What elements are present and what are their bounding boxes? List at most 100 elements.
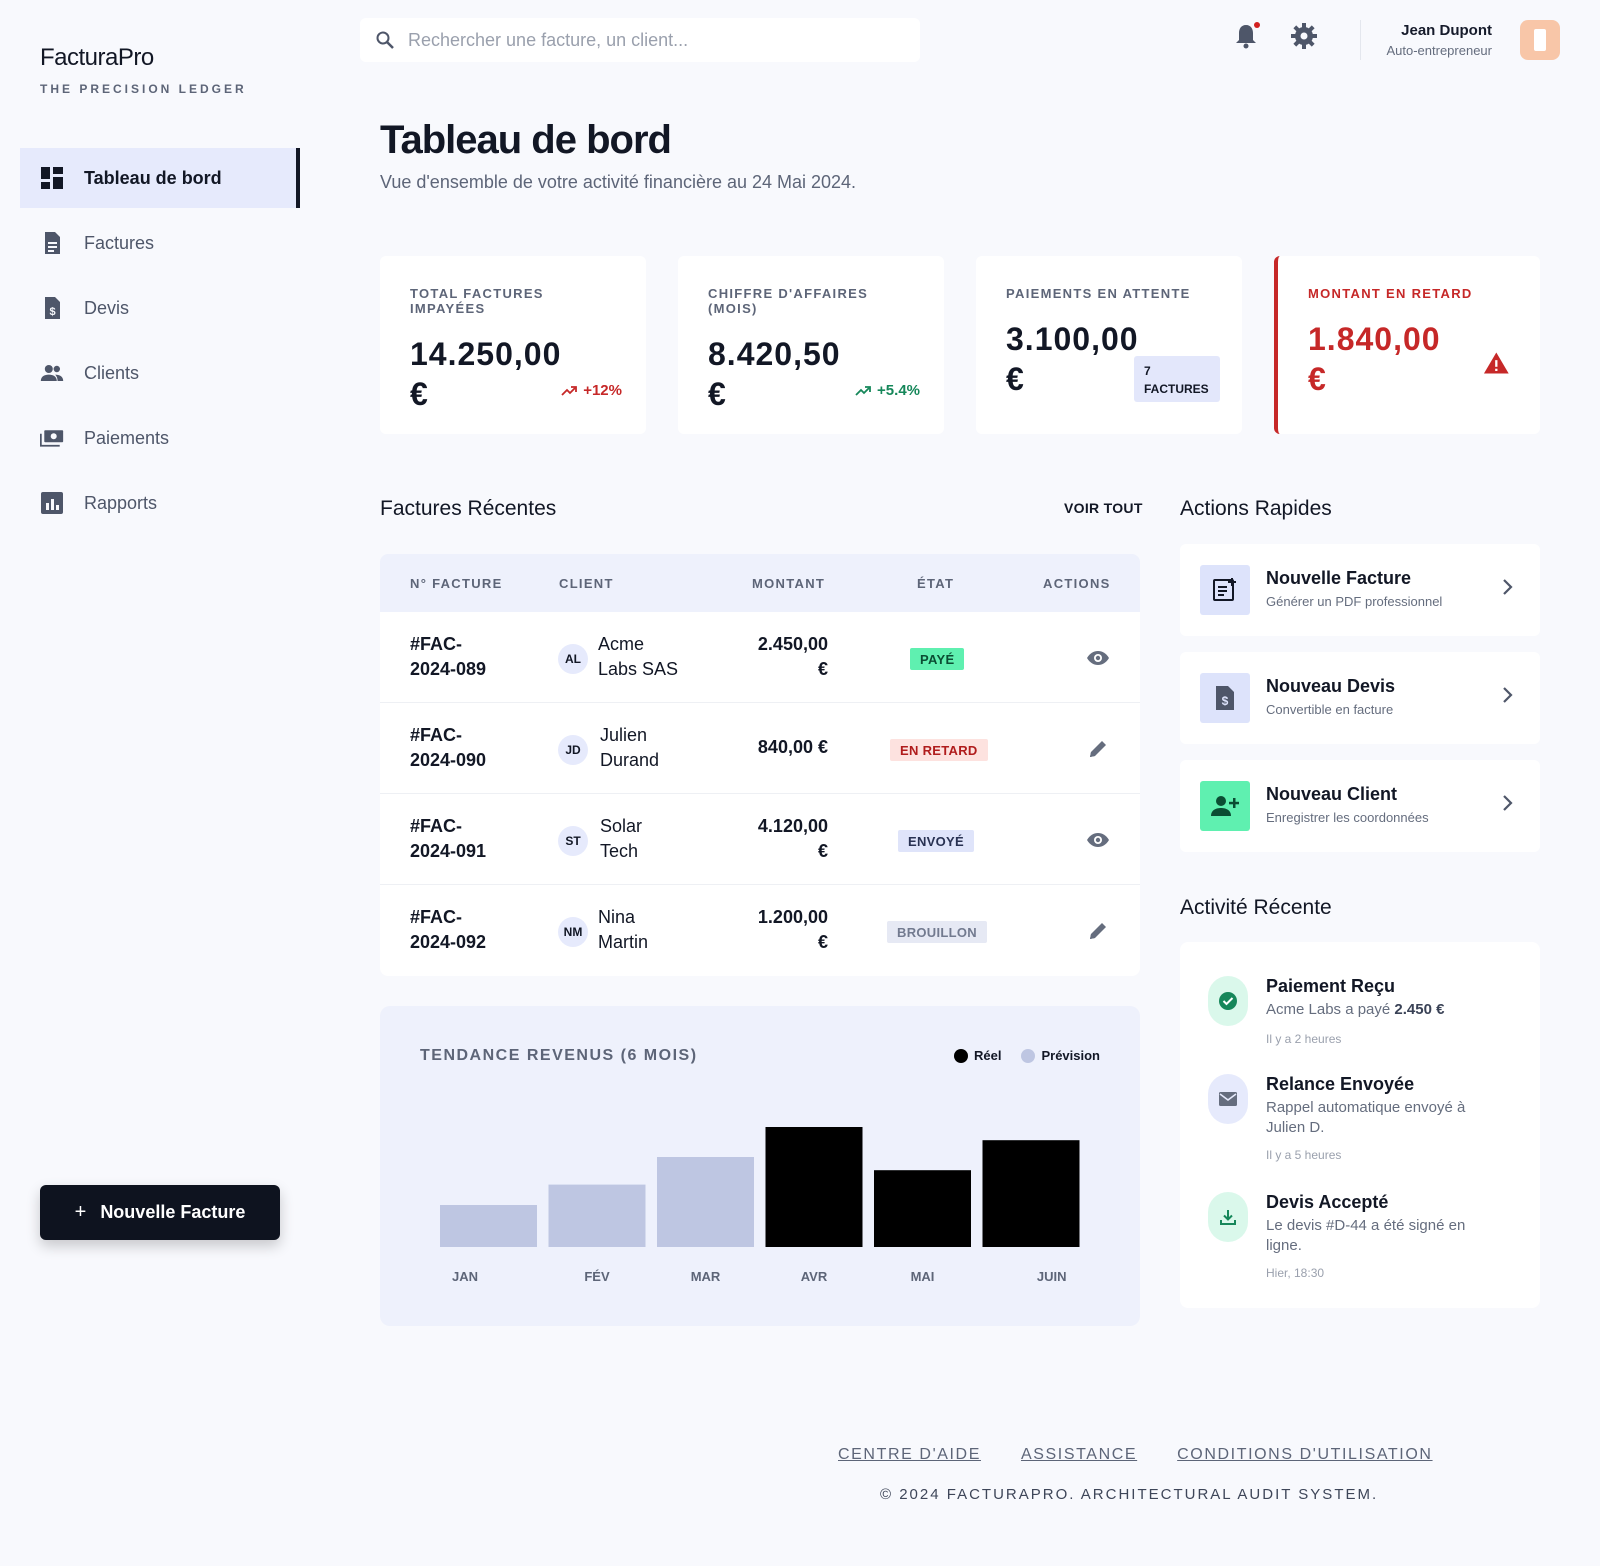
gear-icon[interactable]: [1290, 22, 1318, 50]
sidebar-item-label: Devis: [84, 297, 130, 318]
divider: [1360, 20, 1361, 60]
page-title: Tableau de bord: [380, 118, 672, 162]
legend-item-actual: Réel: [954, 1048, 1001, 1063]
sidebar-item-label: Rapports: [84, 492, 158, 513]
search-placeholder: Rechercher une facture, un client...: [408, 29, 689, 50]
client-cell: AL Acme Labs SAS: [558, 632, 688, 682]
search-input[interactable]: Rechercher une facture, un client...: [360, 18, 920, 62]
svg-text:$: $: [1222, 694, 1229, 708]
client-name: Nina Martin: [598, 907, 649, 952]
footer-link-terms[interactable]: CONDITIONS D'UTILISATION: [1177, 1446, 1433, 1463]
activity-title: Relance Envoyée: [1266, 1074, 1415, 1094]
table-row[interactable]: #FAC- 2024-092 NM Nina Martin 1.200,00 € BR…: [380, 885, 1140, 976]
client-initials: NM: [558, 917, 588, 947]
activity-title: Paiement Reçu: [1266, 976, 1396, 996]
x-tick-label: FÉV: [584, 1269, 610, 1284]
kpi-label: CHIFFRE D'AFFAIRES (MOIS): [708, 286, 869, 316]
sidebar-item-label: Tableau de bord: [84, 167, 222, 188]
search-icon: [376, 31, 394, 49]
sidebar-nav: Tableau de bord Factures $ Devis Clients…: [20, 148, 300, 538]
kpi-label: PAIEMENTS EN ATTENTE: [1006, 286, 1191, 301]
sidebar-item-label: Clients: [84, 362, 140, 383]
plus-icon: +: [74, 1201, 87, 1223]
app-logo[interactable]: FacturaPro: [40, 44, 154, 71]
quick-action-new-client[interactable]: Nouveau Client Enregistrer les coordonné…: [1180, 760, 1540, 852]
quick-action-subtitle: Convertible en facture: [1266, 702, 1394, 717]
eye-icon[interactable]: [1086, 646, 1110, 670]
status-badge: PAYÉ: [910, 648, 965, 670]
bar-jan: [440, 1205, 537, 1247]
svg-text:$: $: [49, 306, 55, 318]
bar-juin: [982, 1140, 1080, 1247]
kpi-unpaid-total: TOTAL FACTURES IMPAYÉES 14.250,00 € +12%: [380, 256, 646, 434]
kpi-value: 14.250,00 €: [410, 336, 562, 412]
activity-description: Rappel automatique envoyé à Julien D.: [1266, 1099, 1466, 1136]
user-role: Auto-entrepreneur: [1386, 43, 1492, 58]
column-header: CLIENT: [559, 576, 614, 591]
quick-action-subtitle: Générer un PDF professionnel: [1266, 594, 1443, 609]
eye-icon[interactable]: [1086, 828, 1110, 852]
avatar[interactable]: [1520, 20, 1560, 60]
footer-link-help[interactable]: CENTRE D'AIDE: [838, 1446, 981, 1463]
bell-icon[interactable]: [1232, 22, 1260, 50]
client-name: Solar Tech: [600, 816, 643, 861]
quick-action-new-invoice[interactable]: Nouvelle Facture Générer un PDF professi…: [1180, 544, 1540, 636]
status-badge: ENVOYÉ: [898, 830, 974, 852]
table-row[interactable]: #FAC- 2024-089 AL Acme Labs SAS 2.450,00 € …: [380, 612, 1140, 703]
footer-link-support[interactable]: ASSISTANCE: [1020, 1446, 1138, 1463]
sidebar-item-invoices[interactable]: Factures: [20, 213, 300, 273]
activity-description: Acme Labs a payé 2.450 €: [1266, 1001, 1445, 1018]
invoice-amount: 4.120,00 €: [757, 816, 828, 861]
sidebar-item-dashboard[interactable]: Tableau de bord: [20, 148, 300, 208]
client-name: Julien Durand: [600, 725, 660, 770]
user-name: Jean Dupont: [1401, 22, 1492, 39]
table-row[interactable]: #FAC- 2024-091 ST Solar Tech 4.120,00 € ENV…: [380, 794, 1140, 885]
client-initials: AL: [558, 644, 588, 674]
kpi-pending-payments: PAIEMENTS EN ATTENTE 3.100,00 € 7 FACTURES: [976, 256, 1242, 434]
footer-copyright: © 2024 FACTURAPRO. ARCHITECTURAL AUDIT S…: [880, 1486, 1379, 1503]
invoice-amount: 2.450,00 €: [757, 634, 828, 679]
sidebar-item-reports[interactable]: Rapports: [20, 473, 300, 533]
x-tick-label: MAI: [911, 1269, 935, 1284]
see-all-link[interactable]: VOIR TOUT: [1064, 500, 1143, 516]
sidebar-item-label: Paiements: [84, 427, 170, 448]
sidebar-item-clients[interactable]: Clients: [20, 343, 300, 403]
sidebar-item-quotes[interactable]: $ Devis: [20, 278, 300, 338]
people-icon: [40, 361, 64, 385]
sidebar-item-payments[interactable]: Paiements: [20, 408, 300, 468]
chart-icon: [40, 491, 64, 515]
activity-feed: Paiement Reçu Acme Labs a payé 2.450 € I…: [1180, 942, 1540, 1308]
new-invoice-label: Nouvelle Facture: [100, 1202, 246, 1222]
quick-action-new-quote[interactable]: $ Nouveau Devis Convertible en facture: [1180, 652, 1540, 744]
warning-icon: [1484, 352, 1510, 374]
bar-chart-plot: JAN FÉV MAR AVR MAI JUIN: [440, 1127, 1080, 1284]
column-header: ÉTAT: [917, 576, 955, 591]
x-tick-label: MAR: [691, 1269, 721, 1284]
table-row[interactable]: #FAC- 2024-090 JD Julien Durand 840,00 € E…: [380, 703, 1140, 794]
table-header: N° FACTURE CLIENT MONTANT ÉTAT ACTIONS: [380, 554, 1140, 612]
quick-action-title: Nouvelle Facture: [1266, 568, 1412, 588]
client-cell: ST Solar Tech: [558, 814, 690, 864]
sidebar-item-label: Factures: [84, 232, 155, 253]
column-header: MONTANT: [752, 576, 826, 591]
bar-fév: [548, 1184, 646, 1247]
pencil-icon[interactable]: [1086, 919, 1110, 943]
x-tick-label: JUIN: [1037, 1269, 1067, 1284]
x-tick-label: JAN: [452, 1269, 478, 1284]
chevron-right-icon: [1503, 687, 1513, 703]
kpi-trend: +12%: [561, 382, 622, 399]
trend-up-icon: [561, 385, 578, 396]
client-initials: ST: [558, 826, 588, 856]
quick-action-title: Nouveau Client: [1266, 784, 1398, 804]
new-invoice-button[interactable]: + Nouvelle Facture: [40, 1185, 280, 1240]
chevron-right-icon: [1503, 579, 1513, 595]
column-header: ACTIONS: [1043, 576, 1111, 591]
invoice-amount: 1.200,00 €: [757, 907, 828, 952]
kpi-value: 3.100,00 €: [1006, 321, 1139, 397]
invoices-table: N° FACTURE CLIENT MONTANT ÉTAT ACTIONS #…: [380, 554, 1140, 976]
pencil-icon[interactable]: [1086, 737, 1110, 761]
status-badge: EN RETARD: [890, 739, 988, 761]
kpi-late-amount: MONTANT EN RETARD 1.840,00 €: [1274, 256, 1540, 434]
app-tagline: THE PRECISION LEDGER: [40, 82, 247, 96]
bar-mai: [874, 1170, 971, 1247]
